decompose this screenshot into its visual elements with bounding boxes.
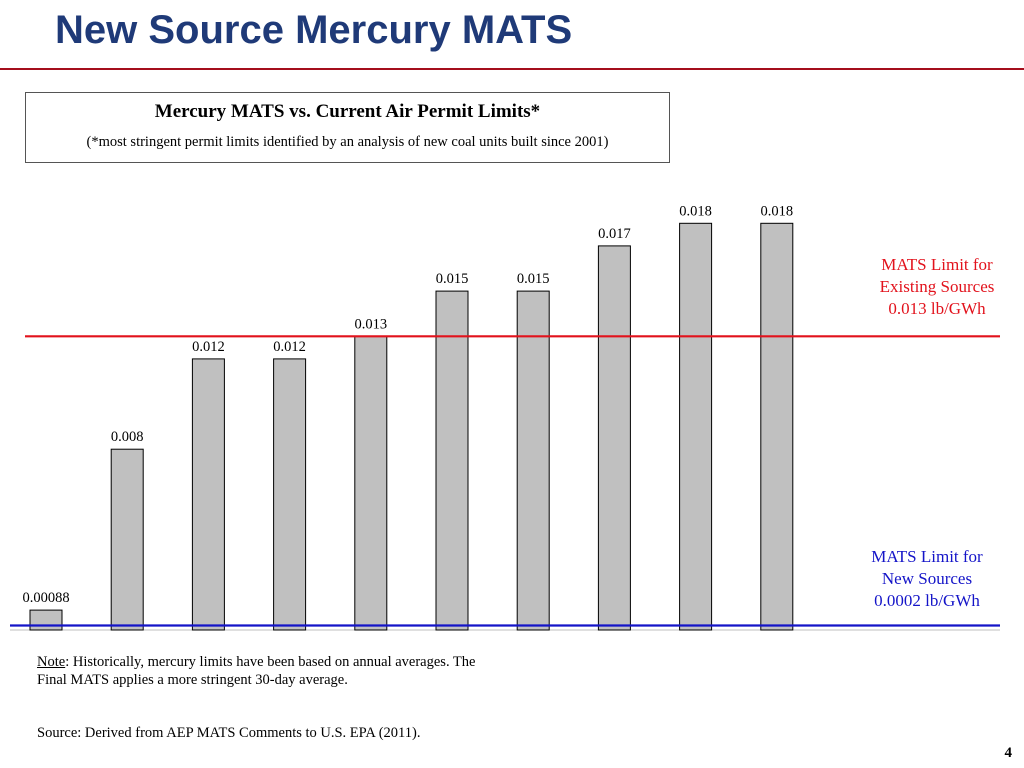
existing-limit-annotation: MATS Limit for Existing Sources 0.013 lb… <box>862 254 1012 320</box>
bar-label-9: 0.018 <box>679 203 712 219</box>
bar-2 <box>110 448 144 631</box>
bar-label-8: 0.017 <box>598 226 631 242</box>
bar-label-5: 0.013 <box>354 316 387 332</box>
title-divider <box>0 68 1024 70</box>
new-limit-line-3: 0.0002 lb/GWh <box>874 591 980 610</box>
bar-label-4: 0.012 <box>273 339 306 355</box>
note-text: Note: Historically, mercury limits have … <box>37 653 477 689</box>
page-number: 4 <box>1004 745 1013 761</box>
bar-4 <box>273 358 307 631</box>
bar-3 <box>191 358 225 631</box>
bar-1 <box>29 609 63 631</box>
bar-9 <box>679 222 713 631</box>
bar-7 <box>516 290 550 631</box>
existing-limit-line-3: 0.013 lb/GWh <box>888 299 986 318</box>
note-body: : Historically, mercury limits have been… <box>37 654 476 688</box>
note-label: Note <box>37 654 66 670</box>
bar-10 <box>760 222 794 631</box>
bar-label-7: 0.015 <box>517 271 550 287</box>
chart-subtitle: (*most stringent permit limits identifie… <box>86 134 609 150</box>
bar-label-1: 0.00088 <box>22 590 69 606</box>
bar-6 <box>435 290 469 631</box>
bar-5 <box>354 335 388 631</box>
existing-limit-line-2: Existing Sources <box>879 277 995 296</box>
bar-label-3: 0.012 <box>192 339 225 355</box>
source-text: Source: Derived from AEP MATS Comments t… <box>37 725 421 741</box>
chart-title-box: Mercury MATS vs. Current Air Permit Limi… <box>25 92 670 163</box>
bar-label-10: 0.018 <box>760 203 793 219</box>
bar-label-2: 0.008 <box>111 429 144 445</box>
new-limit-line-2: New Sources <box>881 569 973 588</box>
new-limit-line-1: MATS Limit for <box>871 547 983 566</box>
chart-title: Mercury MATS vs. Current Air Permit Limi… <box>154 101 541 122</box>
existing-limit-line-1: MATS Limit for <box>881 255 993 274</box>
bar-8 <box>597 245 631 631</box>
new-limit-annotation: MATS Limit for New Sources 0.0002 lb/GWh <box>852 546 1002 612</box>
bar-label-6: 0.015 <box>436 271 469 287</box>
slide-title: New Source Mercury MATS <box>55 8 573 52</box>
